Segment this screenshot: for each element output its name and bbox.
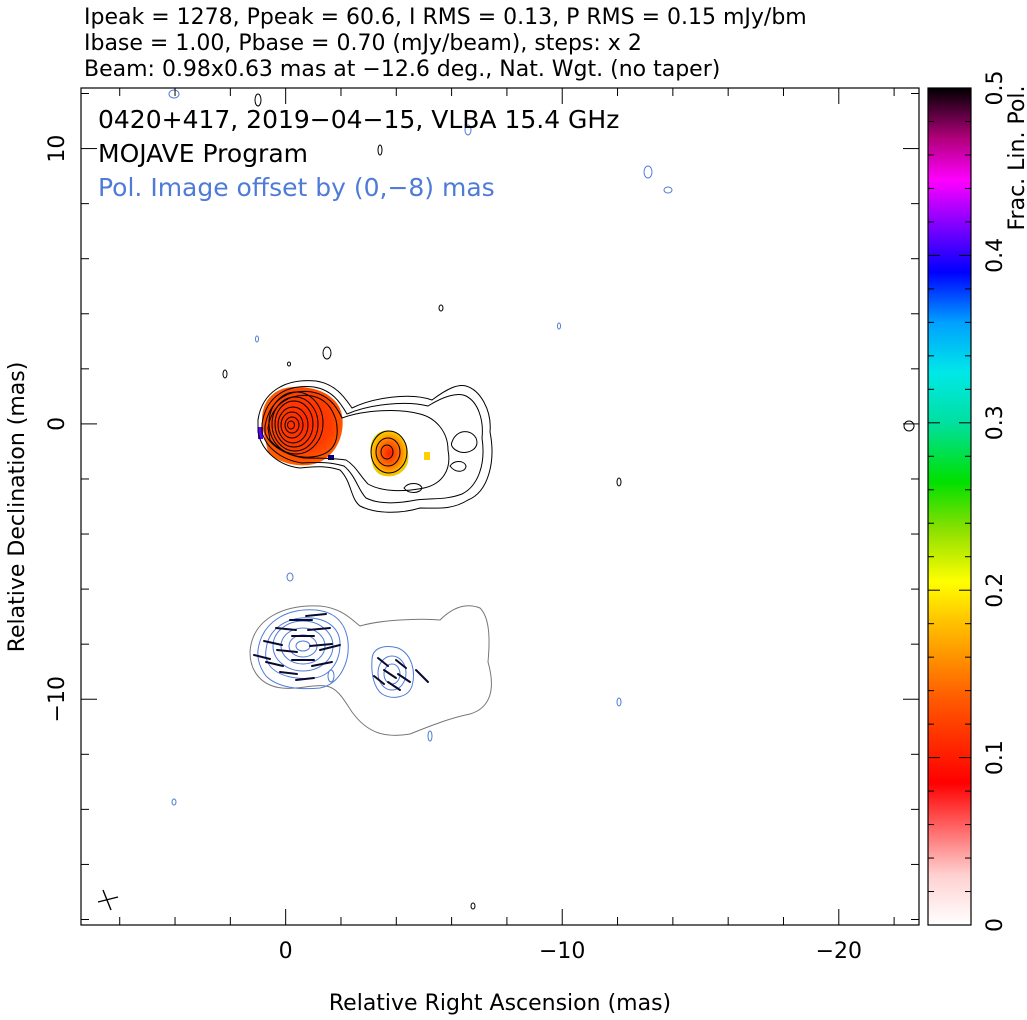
evpa-tick [383, 669, 397, 679]
evpa-tick [377, 657, 389, 667]
p-contour-knot-1 [371, 646, 414, 698]
evpa-tick [309, 643, 333, 647]
evpa-tick [275, 627, 297, 631]
i-contour-11 [287, 420, 295, 430]
knot-contour-3 [380, 444, 394, 460]
header-beam-line: Beam: 0.98x0.63 mas at −12.6 deg., Nat. … [84, 57, 720, 82]
noise-i-3 [222, 369, 228, 379]
program-label: MOJAVE Program [98, 139, 308, 168]
beam-marker [97, 889, 119, 911]
noise-p-1 [286, 572, 294, 582]
y-axis-ticks [81, 93, 919, 920]
y-tick-label: −10 [45, 676, 70, 722]
jet-hole-3 [403, 483, 423, 493]
i-contour-7 [274, 400, 314, 448]
i-contour-9 [280, 411, 304, 439]
colorbar-ticks: 0 0.1 0.2 0.3 0.4 0.5 [928, 71, 1008, 932]
colorbar-tick-label: 0.2 [983, 573, 1008, 608]
p-contour-small-1 [327, 669, 335, 683]
y-tick-label: 0 [45, 417, 70, 431]
noise-i-2 [287, 361, 291, 367]
core-edge-pixel-2 [328, 455, 334, 460]
evpa-tick [387, 681, 401, 691]
evpa-tick [373, 675, 385, 685]
noise-p-10 [616, 697, 622, 707]
noise-i-4 [438, 304, 444, 312]
i-contour-10 [284, 416, 300, 434]
colorbar-tick-label: 0 [983, 918, 1008, 932]
evpa-tick [307, 627, 331, 631]
source-label: 0420+417, 2019−04−15, VLBA 15.4 GHz [98, 105, 619, 134]
core-edge-pixel [258, 427, 263, 439]
noise-p-7 [663, 186, 673, 194]
i-contour-6 [271, 396, 319, 452]
noise-i-7 [377, 144, 383, 156]
plot-frame [80, 87, 920, 926]
header-stats-line: Ipeak = 1278, Ppeak = 60.6, I RMS = 0.13… [84, 5, 807, 30]
pol-offset-label: Pol. Image offset by (0,−8) mas [98, 173, 495, 202]
evpa-tick [253, 654, 271, 660]
noise-p-2 [427, 730, 433, 742]
evpa-tick [305, 613, 327, 617]
y-axis-title: Relative Declination (mas) [5, 362, 30, 653]
evpa-tick [397, 673, 411, 683]
evpa-tick [415, 669, 429, 683]
noise-i-6 [903, 420, 915, 432]
colorbar-tick-label: 0.5 [983, 71, 1008, 106]
x-tick-label: −20 [816, 939, 862, 964]
header-base-line: Ibase = 1.00, Pbase = 0.70 (mJy/beam), s… [84, 31, 642, 56]
evpa-tick [295, 677, 315, 681]
jet-hole-2 [449, 461, 467, 472]
knot-contour-1 [370, 430, 408, 474]
colorbar-tick-label: 0.1 [983, 740, 1008, 775]
colorbar [928, 88, 971, 925]
jet-hole-1 [451, 431, 478, 453]
knot-edge-pixel [424, 452, 430, 460]
evpa-tick [265, 661, 284, 667]
p-contour-core-1 [257, 609, 349, 690]
noise-p-6 [643, 165, 653, 179]
x-axis-ticks [119, 88, 895, 925]
i-contour-2 [261, 386, 484, 504]
p-contour-core-4 [280, 627, 326, 665]
p-contour-knot-2 [377, 655, 407, 691]
noise-p-3 [171, 798, 177, 806]
i-contour-outer [257, 380, 493, 513]
tick-labels: 0 −10 −20 10 0 −10 [45, 135, 862, 964]
evpa-tick [263, 640, 283, 646]
evpa-tick [319, 644, 341, 651]
noise-p-5 [557, 322, 561, 330]
noise-i-1 [322, 346, 332, 360]
evpa-tick [311, 661, 333, 667]
noise-i-5 [616, 477, 622, 487]
x-tick-label: −10 [539, 939, 585, 964]
noise-p-8 [464, 124, 472, 136]
noise-i-9 [254, 93, 262, 107]
colorbar-tick-label: 0.3 [983, 405, 1008, 440]
i-contour-3 [264, 390, 450, 492]
evpa-tick [276, 649, 298, 653]
p-contour-core-6 [295, 640, 311, 652]
stokes-i-contours [222, 93, 915, 910]
y-tick-label: 10 [45, 135, 70, 163]
x-axis-title: Relative Right Ascension (mas) [329, 991, 671, 1016]
i-contour-5 [268, 391, 324, 455]
map-layer [97, 89, 915, 911]
x-tick-label: 0 [279, 939, 293, 964]
evpa-tick [395, 659, 407, 669]
colorbar-tick-label: 0.4 [983, 238, 1008, 273]
i-contour-8 [277, 406, 309, 444]
noise-p-9 [168, 89, 180, 99]
colorbar-label: Frac. Lin. Pol. [1005, 85, 1027, 230]
noise-i-8 [470, 902, 476, 910]
noise-p-4 [255, 335, 259, 343]
p-contour-core-2 [265, 617, 341, 679]
evpa-vectors [253, 613, 429, 691]
evpa-tick [279, 671, 298, 675]
knot-contour-2 [375, 437, 401, 467]
colorbar-frame [927, 87, 972, 926]
